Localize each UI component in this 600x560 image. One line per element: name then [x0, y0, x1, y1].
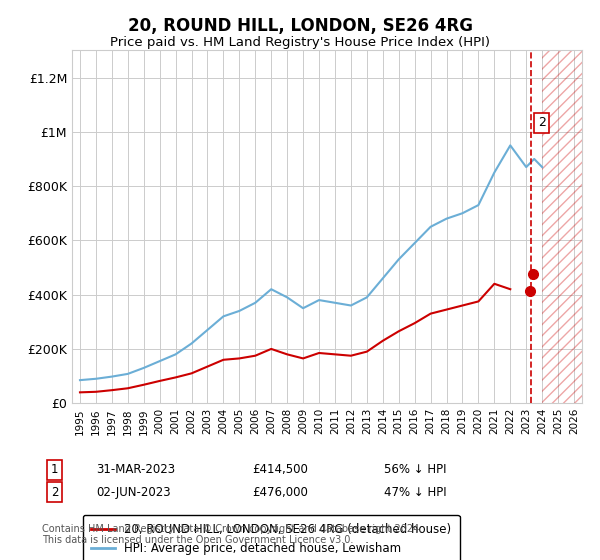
Text: £476,000: £476,000	[252, 486, 308, 498]
Text: 20, ROUND HILL, LONDON, SE26 4RG: 20, ROUND HILL, LONDON, SE26 4RG	[128, 17, 473, 35]
Text: 2: 2	[538, 116, 545, 129]
Text: 02-JUN-2023: 02-JUN-2023	[96, 486, 170, 498]
Bar	[542, 50, 582, 403]
Text: Price paid vs. HM Land Registry's House Price Index (HPI): Price paid vs. HM Land Registry's House …	[110, 36, 490, 49]
Text: 2: 2	[51, 486, 59, 498]
Text: £414,500: £414,500	[252, 463, 308, 476]
Text: 56% ↓ HPI: 56% ↓ HPI	[384, 463, 446, 476]
Legend: 20, ROUND HILL, LONDON, SE26 4RG (detached house), HPI: Average price, detached : 20, ROUND HILL, LONDON, SE26 4RG (detach…	[83, 515, 460, 560]
Bar	[542, 50, 582, 403]
Text: 31-MAR-2023: 31-MAR-2023	[96, 463, 175, 476]
Text: 47% ↓ HPI: 47% ↓ HPI	[384, 486, 446, 498]
Text: 1: 1	[51, 463, 59, 476]
Text: Contains HM Land Registry data © Crown copyright and database right 2024.
This d: Contains HM Land Registry data © Crown c…	[42, 524, 422, 545]
